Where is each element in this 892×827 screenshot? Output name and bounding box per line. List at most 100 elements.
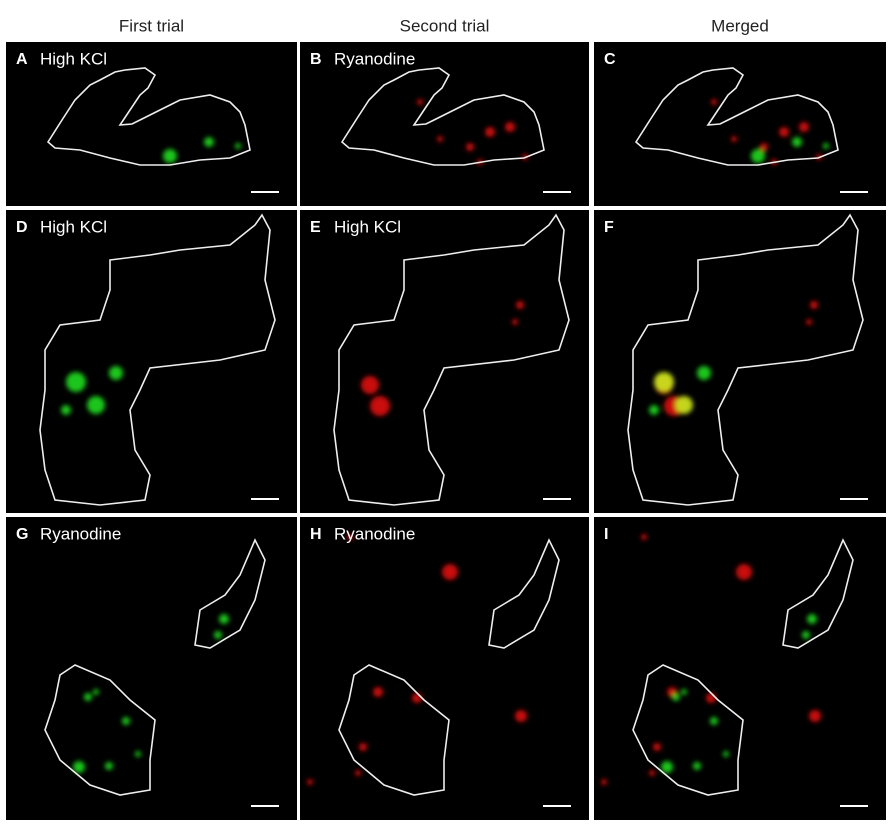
panel-label: Ryanodine — [40, 524, 121, 543]
green-signal — [235, 143, 241, 149]
panel-label: High KCl — [40, 217, 107, 236]
red-signal — [641, 534, 647, 540]
red-signal — [649, 770, 655, 776]
cell-outline — [46, 67, 251, 166]
panel-letter: H — [310, 526, 322, 543]
red-signal — [760, 143, 768, 151]
cell-outline — [634, 67, 839, 166]
panel-background — [300, 210, 589, 513]
green-signal — [61, 405, 71, 415]
panel-label: Ryanodine — [334, 524, 415, 543]
green-signal — [697, 366, 711, 380]
panel-label: Ryanodine — [334, 49, 415, 68]
green-signal — [84, 693, 92, 701]
red-signal — [810, 301, 818, 309]
cell-outline — [632, 664, 744, 796]
red-signal — [736, 564, 752, 580]
green-signal — [105, 762, 113, 770]
green-signal — [672, 693, 680, 701]
column-header: First trial — [119, 16, 184, 35]
fluorescence — [649, 301, 818, 416]
column-header: Second trial — [400, 16, 490, 35]
red-signal — [706, 693, 716, 703]
panel-label: High KCl — [40, 49, 107, 68]
cell-outline — [194, 538, 266, 649]
green-signal — [66, 372, 86, 392]
red-signal — [809, 710, 821, 722]
fluorescence — [711, 99, 829, 165]
green-signal — [751, 149, 765, 163]
green-signal — [723, 751, 729, 757]
green-signal — [93, 689, 99, 695]
red-signal — [512, 319, 518, 325]
cell-outline — [44, 664, 156, 796]
panel: I — [594, 517, 886, 820]
red-signal — [373, 687, 383, 697]
red-signal — [485, 127, 495, 137]
panel: B Ryanodine — [300, 42, 589, 206]
green-signal — [661, 761, 673, 773]
green-signal — [109, 366, 123, 380]
green-signal — [214, 631, 222, 639]
cell-outline — [39, 213, 276, 506]
red-signal — [359, 743, 367, 751]
red-signal — [412, 693, 422, 703]
fluorescence — [307, 534, 527, 785]
panel: D High KCl — [6, 210, 297, 513]
panel: H Ryanodine — [300, 517, 589, 820]
panel-background — [6, 210, 297, 513]
panel: A High KCl — [6, 42, 297, 206]
column-header: Merged — [711, 16, 769, 35]
red-signal — [711, 99, 717, 105]
fluorescence — [73, 614, 229, 773]
red-signal — [515, 710, 527, 722]
red-signal — [799, 122, 809, 132]
green-signal — [693, 762, 701, 770]
red-signal — [601, 779, 607, 785]
panel: E High KCl — [300, 210, 589, 513]
green-signal — [823, 143, 829, 149]
cell-outline — [627, 213, 864, 506]
red-signal — [806, 319, 812, 325]
green-signal — [87, 396, 105, 414]
green-signal — [135, 751, 141, 757]
panel-letter: I — [604, 526, 608, 543]
red-signal — [355, 770, 361, 776]
green-signal — [163, 149, 177, 163]
green-signal — [802, 631, 810, 639]
panel: G Ryanodine — [6, 517, 297, 820]
panel-background — [6, 517, 297, 820]
red-signal — [731, 136, 737, 142]
fluorescence — [163, 137, 241, 163]
panel-letter: D — [16, 219, 28, 236]
panel: F — [594, 210, 886, 513]
red-signal — [466, 143, 474, 151]
cell-outline — [488, 538, 560, 649]
green-signal — [219, 614, 229, 624]
fluorescence — [361, 301, 524, 416]
red-signal — [370, 396, 390, 416]
panel-letter: G — [16, 526, 28, 543]
panel-background — [594, 517, 886, 820]
green-signal — [807, 614, 817, 624]
green-signal — [681, 689, 687, 695]
green-signal — [122, 717, 130, 725]
green-signal — [204, 137, 214, 147]
green-signal — [649, 405, 659, 415]
green-signal — [792, 137, 802, 147]
panel-background — [594, 210, 886, 513]
red-signal — [307, 779, 313, 785]
green-signal — [73, 761, 85, 773]
red-signal — [347, 534, 353, 540]
cell-outline — [340, 67, 545, 166]
red-signal — [437, 136, 443, 142]
fluorescence — [601, 534, 821, 785]
cell-outline — [338, 664, 450, 796]
panel-letter: F — [604, 219, 614, 236]
red-signal — [417, 99, 423, 105]
fluorescence — [417, 99, 528, 165]
panel-letter: C — [604, 51, 616, 68]
red-signal — [779, 127, 789, 137]
red-signal — [442, 564, 458, 580]
